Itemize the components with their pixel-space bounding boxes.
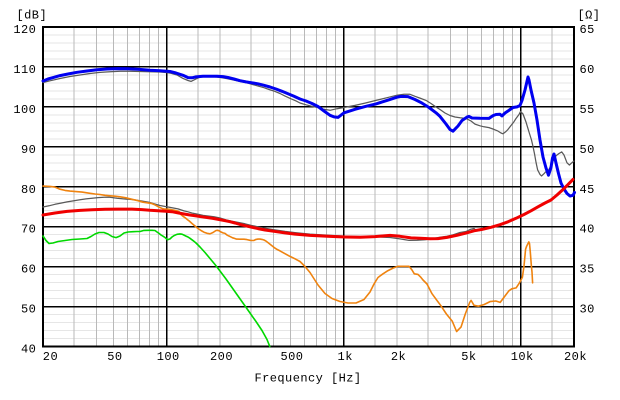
svg-text:20: 20 — [43, 350, 58, 364]
svg-text:110: 110 — [13, 63, 36, 77]
svg-text:50: 50 — [21, 303, 36, 317]
svg-text:50: 50 — [107, 350, 122, 364]
svg-text:65: 65 — [580, 23, 595, 37]
svg-text:60: 60 — [580, 63, 595, 77]
svg-text:500: 500 — [280, 350, 303, 364]
svg-text:90: 90 — [21, 143, 36, 157]
svg-text:20k: 20k — [564, 350, 587, 364]
svg-text:60: 60 — [21, 263, 36, 277]
svg-text:70: 70 — [21, 223, 36, 237]
svg-text:200: 200 — [210, 350, 233, 364]
svg-text:[dB]: [dB] — [17, 9, 48, 23]
svg-text:30: 30 — [580, 303, 595, 317]
svg-text:100: 100 — [157, 350, 180, 364]
svg-text:40: 40 — [21, 343, 36, 357]
svg-text:10k: 10k — [511, 350, 534, 364]
svg-text:50: 50 — [580, 143, 595, 157]
svg-text:5k: 5k — [461, 350, 476, 364]
svg-text:40: 40 — [580, 223, 595, 237]
svg-text:[Ω]: [Ω] — [578, 9, 601, 23]
svg-text:45: 45 — [580, 183, 595, 197]
svg-text:120: 120 — [13, 23, 36, 37]
svg-text:55: 55 — [580, 103, 595, 117]
svg-text:1k: 1k — [338, 350, 353, 364]
svg-text:35: 35 — [580, 263, 595, 277]
svg-text:Frequency [Hz]: Frequency [Hz] — [254, 372, 361, 386]
svg-text:80: 80 — [21, 183, 36, 197]
svg-text:100: 100 — [13, 103, 36, 117]
svg-text:2k: 2k — [391, 350, 406, 364]
